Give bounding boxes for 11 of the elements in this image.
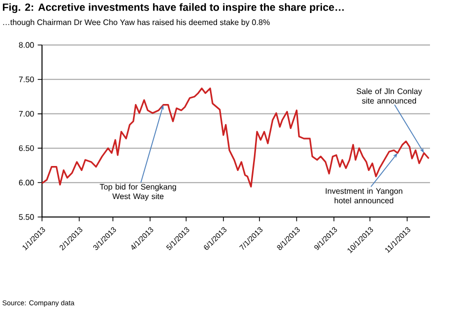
chart-subtitle: …though Chairman Dr Wee Cho Yaw has raised his deemed stake by 0.8%	[3, 19, 270, 27]
annotation: Sale of Jln Conlay site announced	[356, 88, 422, 104]
annotation: Top bid for Sengkang West Way site	[100, 184, 176, 201]
annotation: Investment in Yangon hotel announced	[326, 188, 402, 204]
y-tick-label: 7.50	[19, 76, 34, 82]
y-tick-label: 8.00	[18, 42, 34, 48]
y-tick-label: 7.00	[19, 110, 34, 117]
y-tick-label: 6.00	[19, 180, 34, 186]
y-tick-label: 6.50	[19, 145, 34, 152]
chart-title: Fig. 2: Accretive investments have failed to inspire the share price…	[2, 3, 344, 14]
y-tick-label: 5.50	[18, 214, 34, 220]
